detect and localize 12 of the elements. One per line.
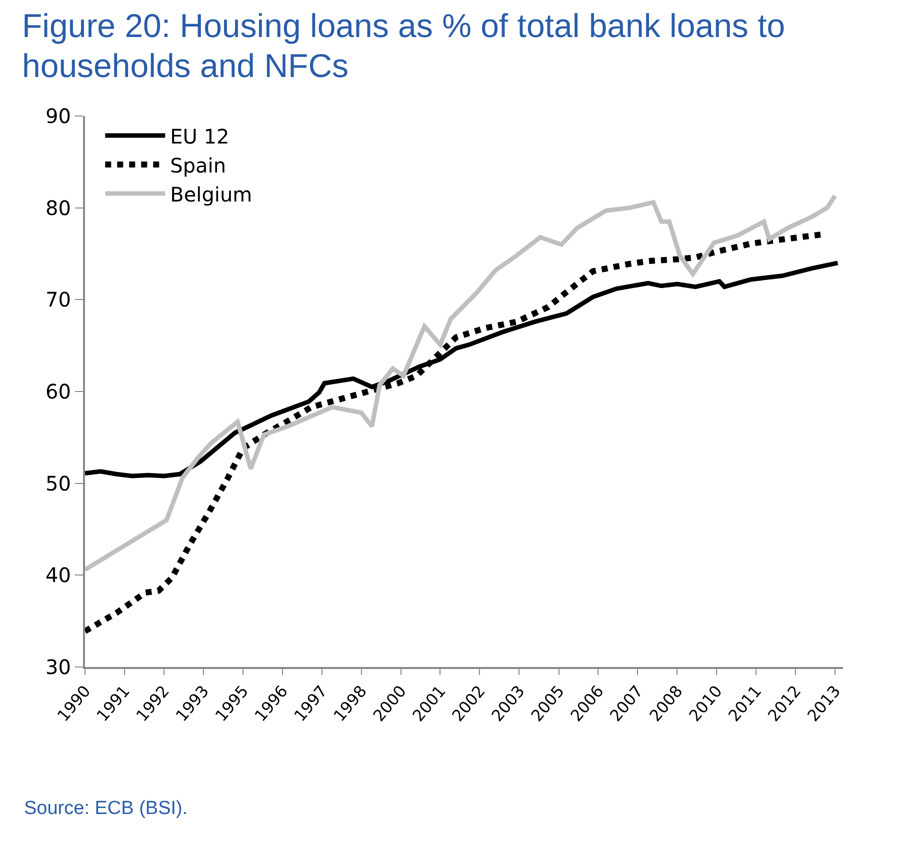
source-note: Source: ECB (BSI).: [24, 798, 188, 819]
y-tick-label: 60: [46, 380, 71, 404]
y-tick-label: 40: [46, 563, 71, 588]
legend-label: EU 12: [170, 124, 230, 148]
chart-title: Figure 20: Housing loans as % of total bank loans to households and NFCs: [22, 6, 786, 86]
y-tick-label: 90: [46, 104, 71, 128]
legend-label: Belgium: [170, 182, 252, 206]
y-tick-label: 30: [46, 655, 71, 679]
y-tick-label: 50: [46, 471, 71, 496]
legend-label: Spain: [170, 153, 226, 178]
y-tick-label: 70: [46, 288, 71, 312]
y-tick-label: 80: [46, 196, 71, 220]
